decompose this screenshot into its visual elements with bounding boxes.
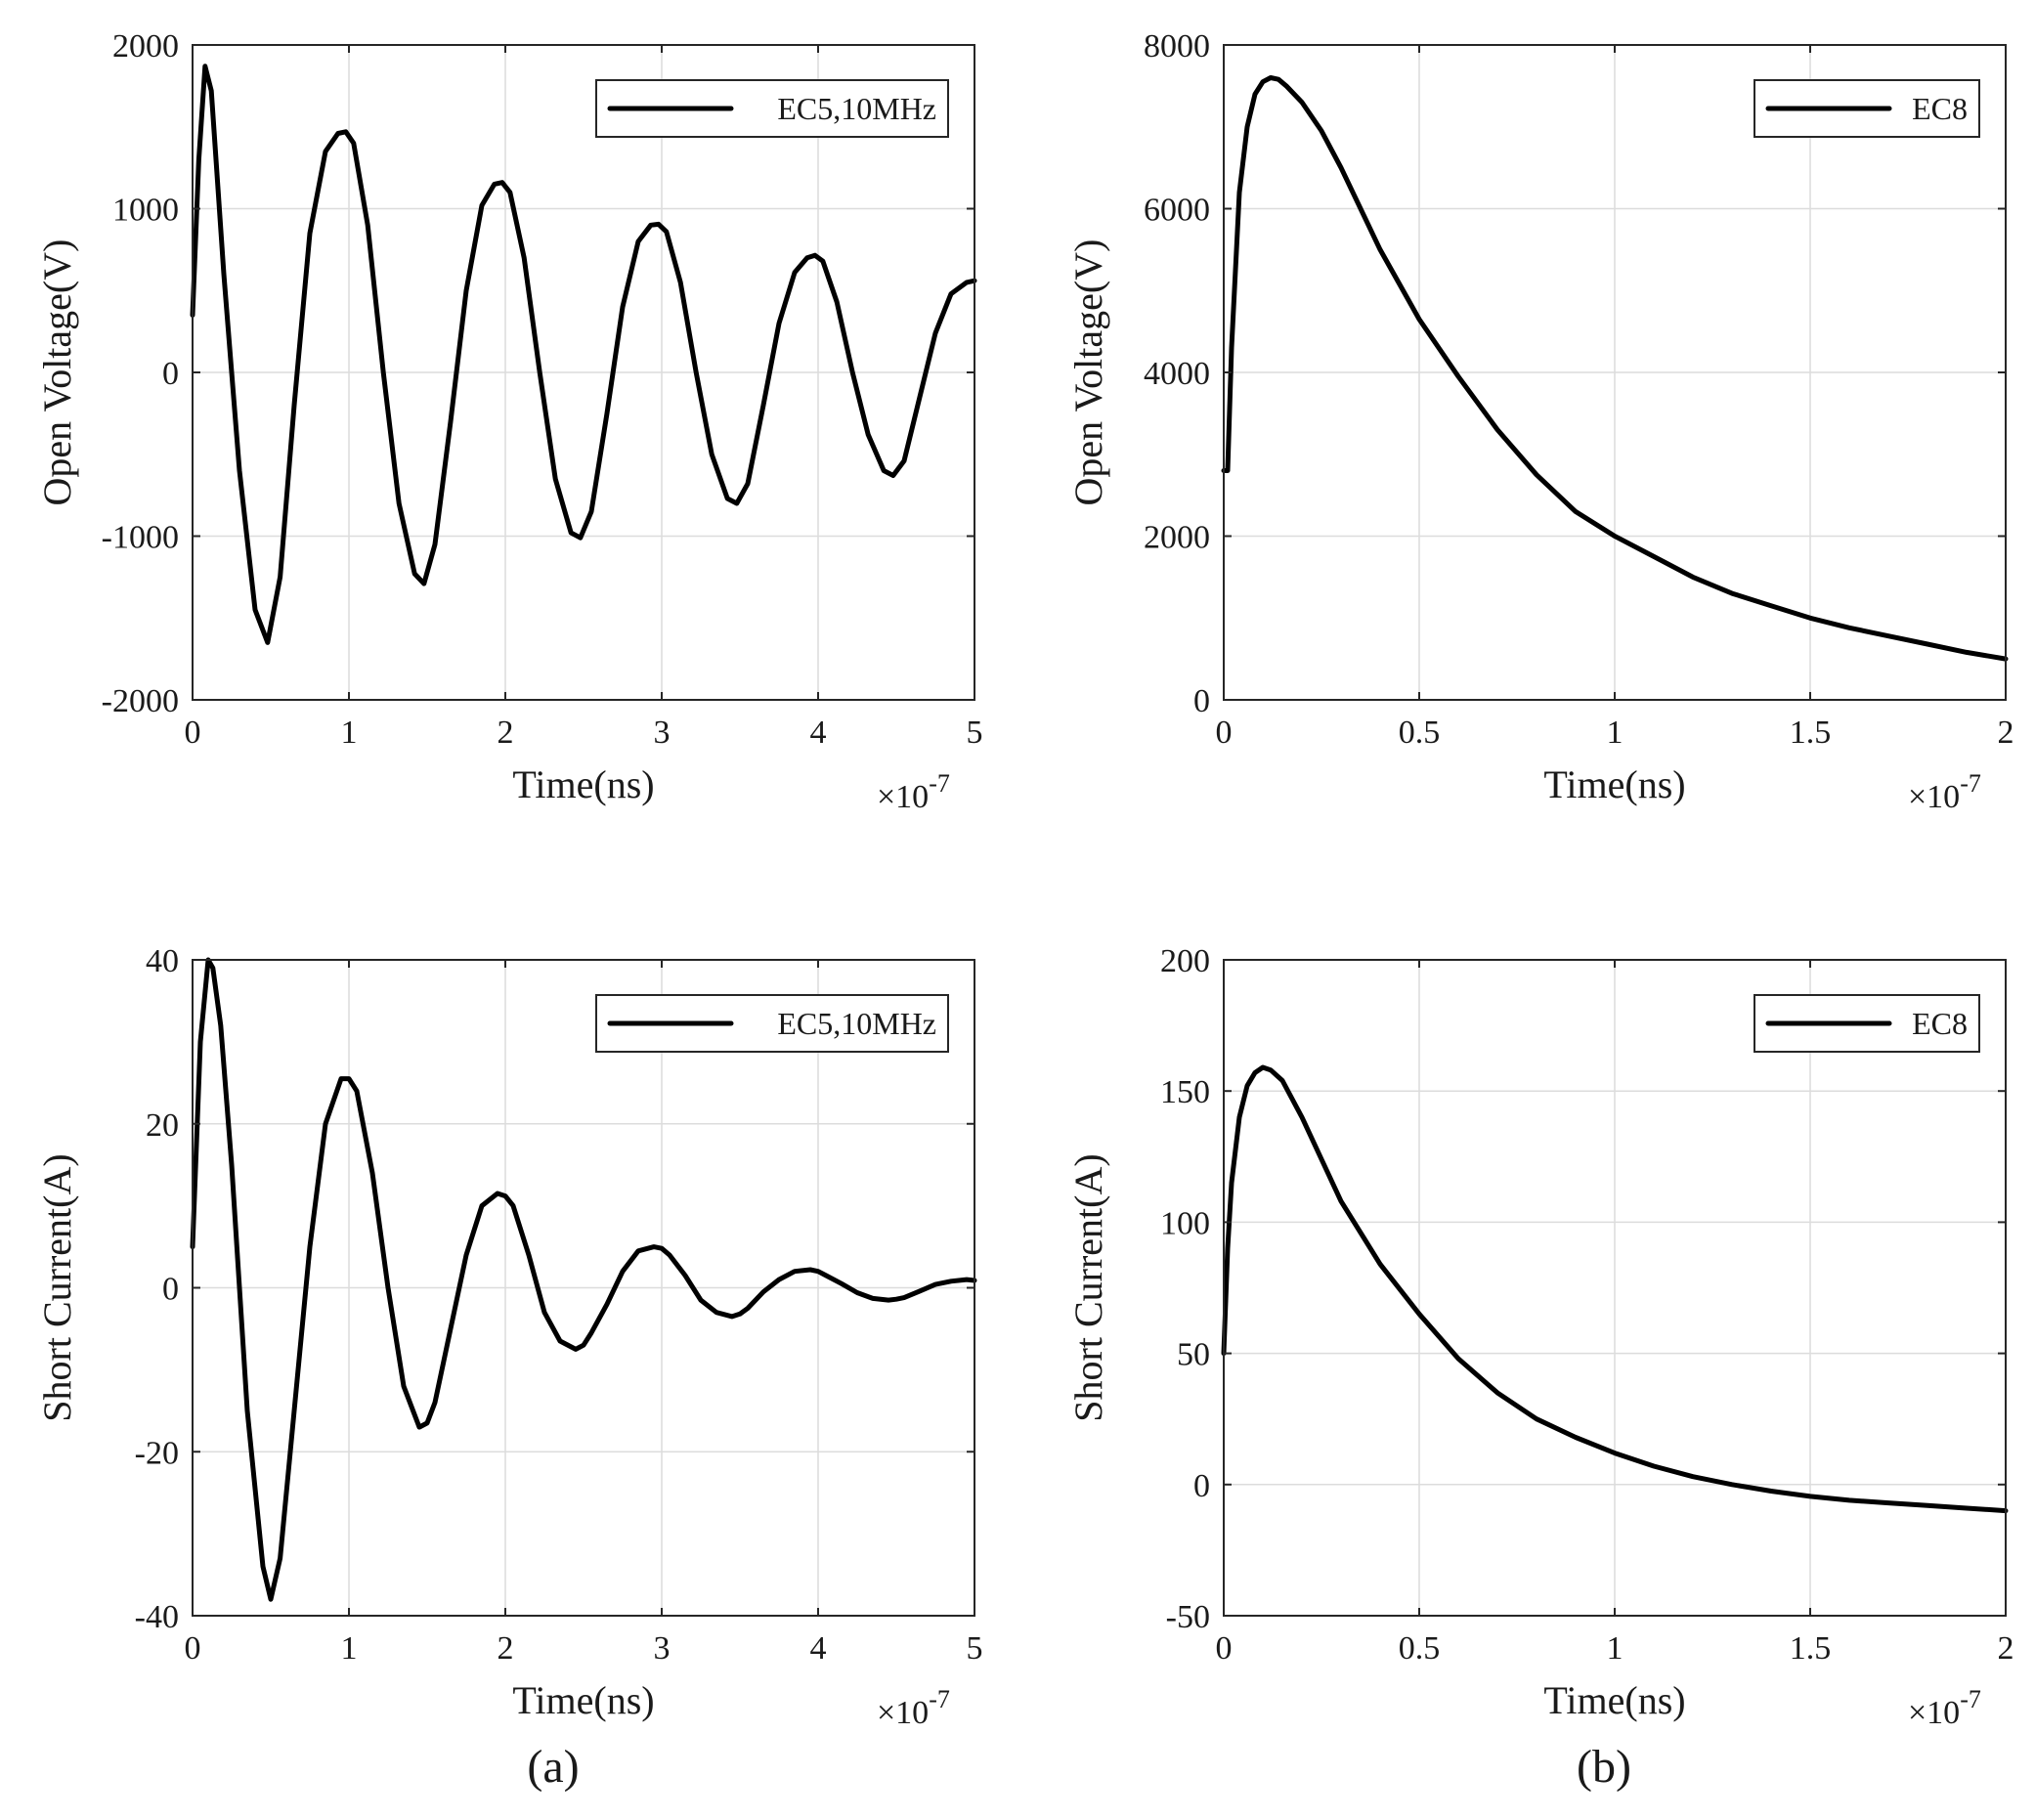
y-tick-label: 40 [146, 943, 179, 979]
x-exponent-label: ×10-7 [1908, 769, 1981, 815]
x-tick-label: 0.5 [1399, 715, 1441, 751]
x-tick-label: 4 [810, 1630, 827, 1667]
chart-bottom-left: 0 1 2 3 4 5 -40 -20 0 20 40 Time(ns) Short Current(A… [35, 943, 983, 1731]
y-tick-label: 0 [1193, 683, 1210, 719]
x-tick-label: 1.5 [1790, 715, 1832, 751]
y-tick-label: -50 [1166, 1599, 1210, 1635]
series-line-bottom-right [1221, 1064, 2009, 1514]
x-tick-label: 2 [1998, 1630, 2014, 1667]
x-exponent-label: ×10-7 [1908, 1685, 1981, 1731]
x-tick-label: 1 [1607, 1630, 1624, 1667]
x-exponent-power: -7 [929, 1685, 950, 1713]
x-tick-label: 2 [498, 715, 514, 751]
x-exponent-base: ×10 [1908, 1695, 1960, 1731]
y-axis-label: Open Voltage(V) [35, 239, 79, 506]
y-tick-label: -40 [135, 1599, 179, 1635]
y-tick-label: 0 [1193, 1468, 1210, 1504]
x-tick-label: 2 [1998, 715, 2014, 751]
x-axis-label: Time(ns) [1543, 1678, 1685, 1722]
legend-label: EC5,10MHz [777, 1006, 936, 1041]
x-tick-label: 1 [341, 1630, 358, 1667]
series-line-top-right [1221, 75, 2009, 662]
x-tick-label: 5 [967, 715, 983, 751]
y-tick-label: 50 [1177, 1337, 1210, 1373]
y-tick-label: 2000 [112, 28, 179, 65]
x-tick-label: 0 [185, 1630, 201, 1667]
y-tick-label: 20 [146, 1107, 179, 1144]
y-tick-label: 8000 [1144, 28, 1210, 65]
x-tick-label: 1 [1607, 715, 1624, 751]
x-axis-label: Time(ns) [512, 762, 654, 806]
x-exponent-base: ×10 [1908, 779, 1960, 815]
x-tick-label: 0.5 [1399, 1630, 1441, 1667]
x-axis-label: Time(ns) [512, 1678, 654, 1722]
x-exponent-power: -7 [1960, 769, 1981, 798]
y-tick-label: 6000 [1144, 193, 1210, 229]
x-tick-label: 4 [810, 715, 827, 751]
caption-a: (a) [527, 1741, 579, 1793]
y-tick-label: 4000 [1144, 356, 1210, 392]
x-axis-label: Time(ns) [1543, 762, 1685, 806]
chart-top-right: 0 0.5 1 1.5 2 0 2000 4000 6000 8000 Time(ns) Open V… [1066, 28, 2014, 815]
x-tick-label: 5 [967, 1630, 983, 1667]
y-tick-label: -2000 [102, 683, 179, 719]
y-tick-label: 200 [1160, 943, 1210, 979]
legend-label: EC8 [1912, 91, 1968, 126]
y-tick-label: 0 [162, 356, 179, 392]
y-tick-label: 1000 [112, 193, 179, 229]
series-line-bottom-left [190, 957, 977, 1602]
x-exponent-base: ×10 [877, 1695, 929, 1731]
x-tick-label: 1 [341, 715, 358, 751]
x-tick-label: 0 [1216, 1630, 1233, 1667]
y-tick-label: -20 [135, 1435, 179, 1471]
chart-top-left: 0 1 2 3 4 5 -2000 -1000 0 1000 2000 Time(ns) Open Vo… [35, 28, 983, 815]
x-exponent-power: -7 [929, 769, 950, 798]
y-tick-label: 0 [162, 1272, 179, 1308]
x-tick-label: 0 [1216, 715, 1233, 751]
y-tick-label: -1000 [102, 520, 179, 556]
x-exponent-label: ×10-7 [877, 769, 950, 815]
x-exponent-label: ×10-7 [877, 1685, 950, 1731]
y-tick-label: 150 [1160, 1074, 1210, 1110]
legend-label: EC8 [1912, 1006, 1968, 1041]
x-tick-label: 0 [185, 715, 201, 751]
x-tick-label: 2 [498, 1630, 514, 1667]
legend-label: EC5,10MHz [777, 91, 936, 126]
x-exponent-base: ×10 [877, 779, 929, 815]
x-exponent-power: -7 [1960, 1685, 1981, 1713]
x-tick-label: 1.5 [1790, 1630, 1832, 1667]
y-axis-label: Short Current(A) [1066, 1153, 1110, 1421]
x-tick-label: 3 [654, 1630, 671, 1667]
y-axis-label: Open Voltage(V) [1066, 239, 1110, 506]
caption-b: (b) [1577, 1741, 1631, 1793]
y-axis-label: Short Current(A) [35, 1153, 79, 1421]
y-tick-label: 100 [1160, 1205, 1210, 1241]
x-tick-label: 3 [654, 715, 671, 751]
y-tick-label: 2000 [1144, 520, 1210, 556]
series-line-top-left [190, 64, 977, 645]
